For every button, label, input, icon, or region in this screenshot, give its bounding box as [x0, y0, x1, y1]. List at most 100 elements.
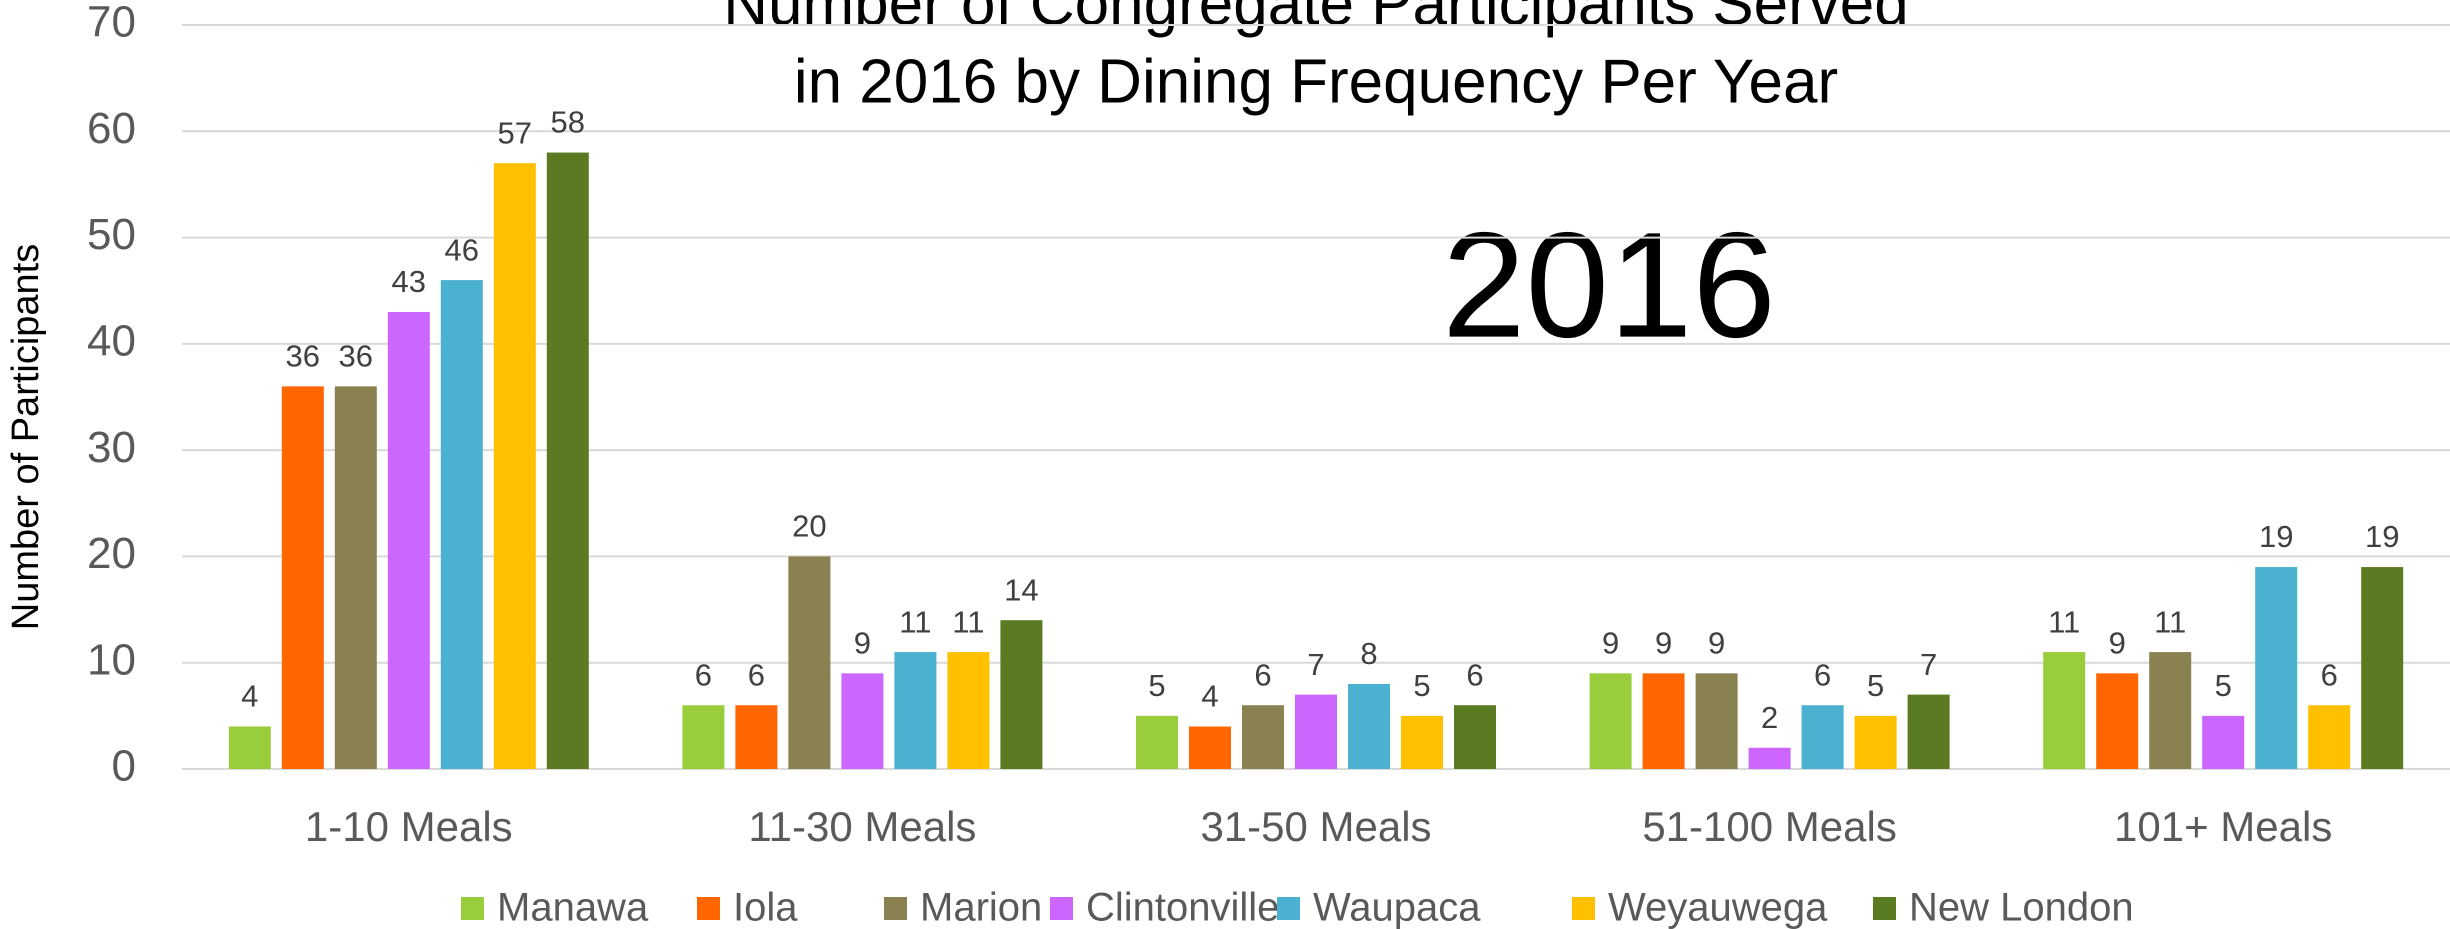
data-label: 9: [854, 626, 871, 661]
bar: [947, 652, 990, 769]
chart-title: Number of Congregate Participants Served: [723, 0, 1909, 38]
legend-label: Clintonville: [1086, 886, 1279, 929]
data-label: 6: [748, 657, 765, 692]
bar: [788, 556, 831, 769]
bar: [2096, 673, 2139, 769]
data-label: 5: [1413, 668, 1430, 703]
bar: [1854, 715, 1897, 769]
bar: [1242, 705, 1284, 769]
data-label: 6: [2321, 657, 2338, 692]
x-tick-label: 31-50 Meals: [1200, 803, 1431, 850]
y-tick-label: 70: [87, 0, 136, 47]
bar: [1401, 715, 1443, 769]
legend-label: Manawa: [497, 886, 649, 929]
legend-swatch: [461, 897, 484, 920]
bar: [1000, 620, 1043, 769]
y-tick-label: 30: [87, 423, 136, 472]
bar: [1907, 694, 1950, 769]
y-tick-label: 60: [87, 104, 136, 153]
bar: [1642, 673, 1685, 769]
bar: [1348, 683, 1390, 769]
data-label: 11: [2154, 604, 2186, 639]
bar: [841, 673, 884, 769]
legend-swatch: [1873, 897, 1896, 920]
data-label: 58: [551, 105, 585, 140]
legend-label: Weyauwega: [1608, 886, 1828, 929]
x-tick-label: 1-10 Meals: [305, 803, 513, 850]
data-label: 9: [1708, 626, 1725, 661]
data-label: 11: [899, 604, 931, 639]
data-label: 9: [2109, 626, 2126, 661]
bar: [1136, 715, 1178, 769]
data-label: 9: [1602, 626, 1619, 661]
data-label: 8: [1360, 636, 1377, 671]
data-label: 19: [2259, 519, 2293, 554]
data-label: 20: [792, 509, 826, 544]
data-label: 5: [2215, 668, 2232, 703]
data-label: 14: [1004, 572, 1038, 607]
legend-swatch: [1572, 897, 1595, 920]
bar: [2361, 567, 2404, 769]
bar: [735, 705, 778, 769]
y-tick-label: 50: [87, 210, 136, 259]
data-label: 7: [1920, 647, 1937, 682]
data-label: 9: [1655, 626, 1672, 661]
data-label: 7: [1307, 647, 1324, 682]
bar: [1695, 673, 1738, 769]
data-label: 6: [695, 657, 712, 692]
data-label: 4: [1201, 679, 1218, 714]
data-label: 2: [1761, 700, 1778, 735]
legend-label: Waupaca: [1313, 886, 1481, 929]
x-tick-label: 51-100 Meals: [1642, 803, 1896, 850]
y-tick-label: 40: [87, 316, 136, 365]
annotation: 2016: [1442, 201, 1776, 369]
data-label: 5: [1148, 668, 1165, 703]
bar: [2308, 705, 2351, 769]
bar: [493, 163, 536, 769]
data-label: 46: [445, 232, 479, 267]
legend-label: New London: [1909, 886, 2134, 929]
x-tick-label: 101+ Meals: [2114, 803, 2332, 850]
data-label: 6: [1254, 657, 1271, 692]
legend-swatch: [697, 897, 720, 920]
bar: [1454, 705, 1496, 769]
legend-swatch: [1050, 897, 1073, 920]
bar: [546, 152, 589, 770]
bar: [1189, 726, 1231, 769]
bar: [1589, 673, 1632, 769]
bar: [1295, 694, 1337, 769]
y-tick-label: 10: [87, 635, 136, 684]
bar: [1801, 705, 1844, 769]
bar: [2255, 567, 2298, 769]
bar: [682, 705, 725, 769]
y-tick-label: 0: [112, 742, 136, 791]
x-tick-label: 11-30 Meals: [748, 803, 976, 850]
bar: [2043, 652, 2086, 769]
legend-swatch: [884, 897, 907, 920]
bar: [228, 726, 271, 769]
data-label: 36: [286, 339, 320, 374]
data-label: 11: [2048, 604, 2080, 639]
bar: [2149, 652, 2192, 769]
bar: [440, 280, 483, 769]
data-label: 43: [392, 264, 426, 299]
data-label: 57: [498, 115, 532, 150]
data-label: 6: [1466, 657, 1483, 692]
legend-label: Iola: [733, 886, 798, 929]
bar: [387, 311, 430, 769]
bar: [2202, 715, 2245, 769]
chart-title: in 2016 by Dining Frequency Per Year: [794, 47, 1838, 116]
data-label: 11: [952, 604, 984, 639]
data-label: 19: [2365, 519, 2399, 554]
y-tick-label: 20: [87, 529, 136, 578]
data-label: 36: [339, 339, 373, 374]
bar: [281, 386, 324, 769]
bar: [334, 386, 377, 769]
legend-swatch: [1277, 897, 1300, 920]
bar: [894, 652, 937, 769]
data-label: 6: [1814, 657, 1831, 692]
bar: [1748, 747, 1791, 769]
y-axis-label: Number of Participants: [5, 244, 47, 631]
data-label: 5: [1867, 668, 1884, 703]
